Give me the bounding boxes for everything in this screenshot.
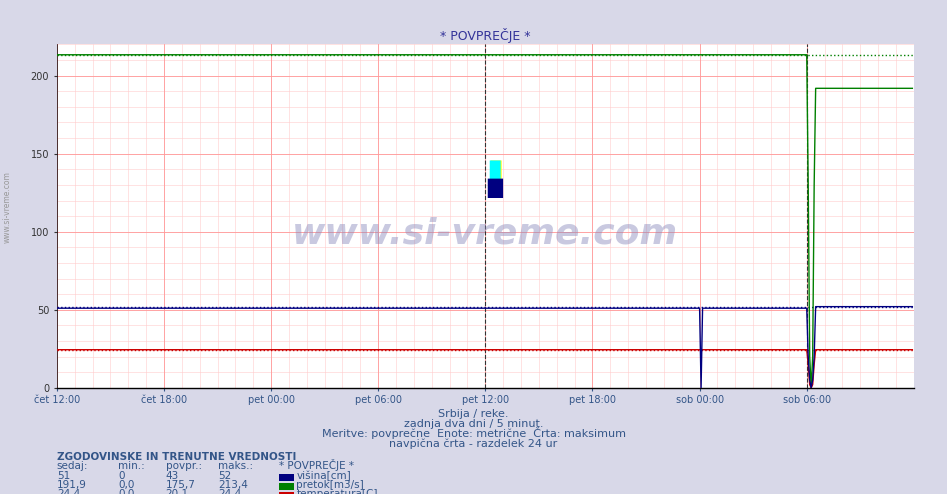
Text: ZGODOVINSKE IN TRENUTNE VREDNOSTI: ZGODOVINSKE IN TRENUTNE VREDNOSTI: [57, 453, 296, 462]
Text: www.si-vreme.com: www.si-vreme.com: [293, 216, 678, 250]
Text: Meritve: povprečne  Enote: metrične  Črta: maksimum: Meritve: povprečne Enote: metrične Črta:…: [321, 427, 626, 439]
Text: 0,0: 0,0: [118, 489, 134, 494]
Text: 175,7: 175,7: [166, 480, 196, 490]
Text: 24,4: 24,4: [57, 489, 80, 494]
Text: min.:: min.:: [118, 461, 145, 471]
Text: 191,9: 191,9: [57, 480, 87, 490]
Text: ▌: ▌: [490, 161, 510, 189]
Text: Srbija / reke.: Srbija / reke.: [438, 410, 509, 419]
Text: █: █: [488, 179, 502, 199]
Text: navpična črta - razdelek 24 ur: navpična črta - razdelek 24 ur: [389, 439, 558, 449]
Text: * POVPREČJE *: * POVPREČJE *: [279, 459, 354, 471]
Text: sedaj:: sedaj:: [57, 461, 88, 471]
Text: pretok[m3/s]: pretok[m3/s]: [296, 480, 365, 490]
Text: 52: 52: [218, 471, 231, 481]
Text: 20,1: 20,1: [166, 489, 188, 494]
Text: 43: 43: [166, 471, 179, 481]
Text: temperatura[C]: temperatura[C]: [296, 489, 378, 494]
Text: povpr.:: povpr.:: [166, 461, 202, 471]
Text: 24,4: 24,4: [218, 489, 241, 494]
Text: 0,0: 0,0: [118, 480, 134, 490]
Text: ▐: ▐: [479, 161, 500, 189]
Text: 0: 0: [118, 471, 125, 481]
Text: višina[cm]: višina[cm]: [296, 471, 351, 481]
Text: www.si-vreme.com: www.si-vreme.com: [3, 171, 12, 244]
Text: zadnja dva dni / 5 minut.: zadnja dva dni / 5 minut.: [403, 419, 544, 429]
Text: maks.:: maks.:: [218, 461, 253, 471]
Text: 213,4: 213,4: [218, 480, 248, 490]
Title: * POVPREČJE *: * POVPREČJE *: [440, 28, 530, 43]
Text: 51: 51: [57, 471, 70, 481]
